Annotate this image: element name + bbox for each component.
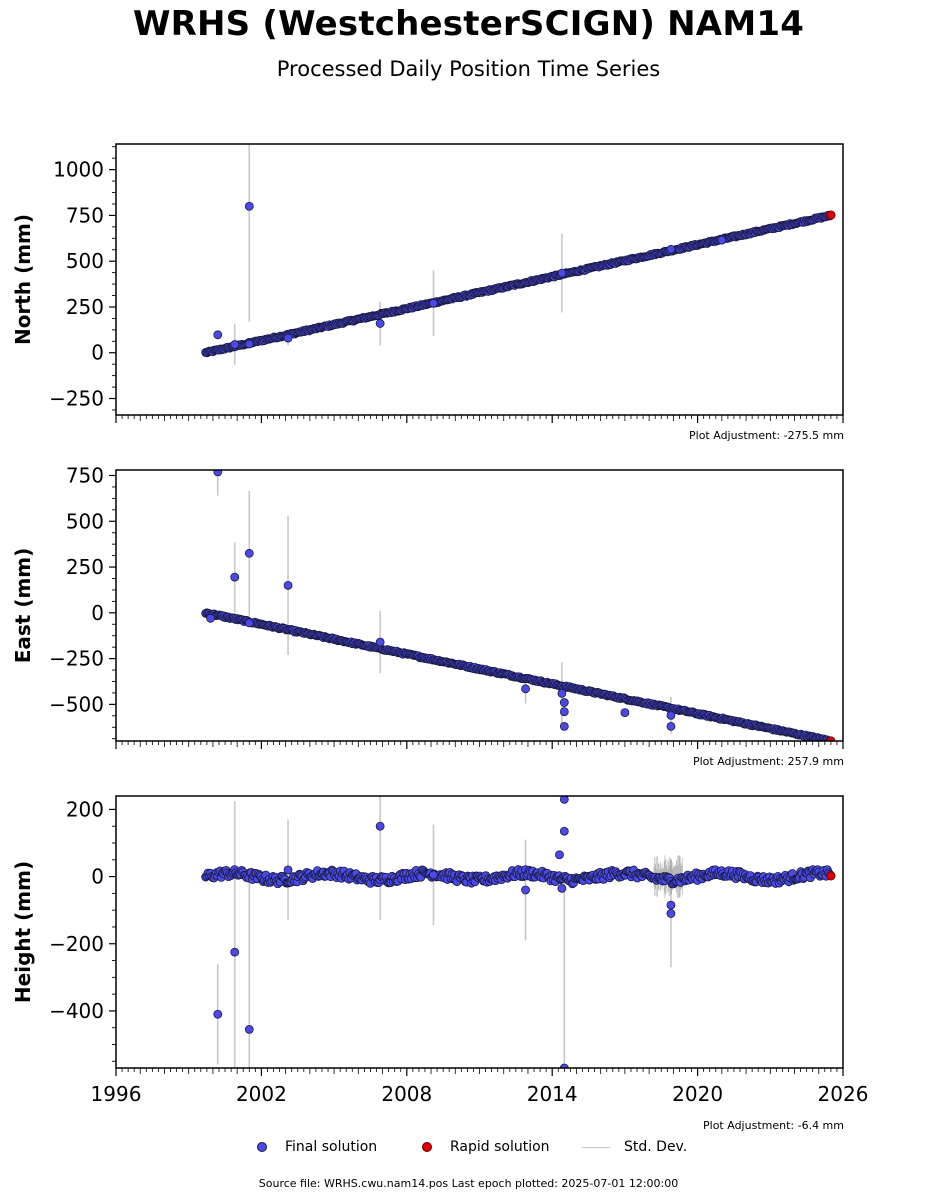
stddev-line-icon (582, 1146, 610, 1148)
final-solution-outlier (666, 721, 676, 731)
panel-2: −400 −200 0 200 1996 2002 2008 2014 2020 2026 Heig… (11, 795, 869, 1106)
final-solution-outlier (559, 721, 569, 731)
x-tick-label: 2014 (527, 1082, 578, 1106)
final-solution-outlier (213, 330, 223, 340)
final-solution-outlier (213, 470, 223, 477)
final-solution-outlier (230, 340, 240, 349)
final-solution-outlier (230, 947, 240, 957)
panel-data (201, 796, 836, 1068)
final-solution-outlier (559, 707, 569, 717)
final-solution-outlier (557, 883, 567, 893)
final-solution-outlier (244, 548, 254, 558)
x-tick-label: 2002 (236, 1082, 287, 1106)
final-solution-outlier (559, 796, 569, 804)
legend-rapid: Rapid solution (422, 1137, 550, 1157)
y-axis-label: East (mm) (11, 548, 35, 664)
final-marker-icon (257, 1142, 267, 1152)
y-tick-label: 500 (66, 509, 104, 533)
final-solution-outlier (213, 1009, 223, 1019)
y-tick-label: −400 (49, 999, 104, 1023)
x-tick-label: 2026 (818, 1082, 869, 1106)
y-tick-label: 250 (66, 295, 104, 319)
final-solution-outlier (666, 244, 676, 254)
final-solution-outlier (283, 333, 293, 343)
panel-frame (115, 469, 844, 742)
y-tick-label: −500 (49, 692, 104, 716)
final-solution-outlier (230, 572, 240, 582)
final-solution-outlier (717, 235, 727, 245)
y-tick-label: 0 (91, 865, 104, 889)
final-solution-outlier (429, 870, 438, 880)
east-plot-adjustment: Plot Adjustment: 257.9 mm (692, 755, 844, 768)
y-axis-label: North (mm) (11, 214, 35, 345)
legend: Final solution Rapid solution Std. Dev. (0, 1137, 937, 1159)
final-solution-outlier (666, 710, 676, 720)
final-solution-outlier (375, 821, 385, 831)
final-solution-outlier (521, 684, 530, 694)
x-tick-label: 1996 (91, 1082, 142, 1106)
x-tick-label: 2020 (672, 1082, 723, 1106)
final-solution-outlier (557, 688, 567, 698)
legend-final: Final solution (257, 1137, 377, 1157)
north-plot-adjustment: Plot Adjustment: -275.5 mm (689, 429, 844, 442)
final-solution-outlier (620, 708, 630, 718)
panel-data (201, 470, 836, 741)
y-tick-label: −200 (49, 932, 104, 956)
legend-stddev: Std. Dev. (582, 1137, 687, 1157)
panel-1: −500 −250 0 250 500 750 East (mm) (11, 463, 844, 749)
final-solution-outlier (244, 618, 254, 628)
final-solution-outlier (559, 698, 569, 707)
final-solution-outlier (555, 850, 564, 860)
y-axis-label: Height (mm) (11, 861, 35, 1003)
panel-0: −250 0 250 500 750 1000 North (mm) (11, 143, 844, 423)
height-plot-adjustment: Plot Adjustment: -6.4 mm (703, 1119, 844, 1132)
panel-frame (115, 143, 844, 416)
y-tick-label: 0 (91, 601, 104, 625)
source-note: Source file: WRHS.cwu.nam14.pos Last epo… (258, 1177, 679, 1190)
final-solution-outlier (375, 637, 385, 647)
final-solution-outlier (559, 826, 569, 836)
y-tick-label: 500 (66, 249, 104, 273)
panel-frame (115, 795, 844, 1069)
rapid-marker-icon (422, 1142, 432, 1152)
rapid-solution-point (826, 210, 836, 220)
y-tick-label: −250 (49, 387, 104, 411)
y-tick-label: 0 (91, 341, 104, 365)
x-tick-label: 2008 (381, 1082, 432, 1106)
final-solution-outlier (666, 900, 676, 910)
page-subtitle: Processed Daily Position Time Series (276, 57, 661, 81)
y-tick-label: 200 (66, 797, 104, 821)
legend-stddev-label: Std. Dev. (624, 1139, 688, 1155)
y-tick-label: 750 (66, 463, 104, 487)
y-tick-label: 1000 (53, 158, 104, 182)
legend-rapid-label: Rapid solution (450, 1139, 550, 1155)
final-solution-outlier (429, 298, 438, 308)
legend-final-label: Final solution (285, 1139, 378, 1155)
final-solution-outlier (206, 613, 215, 623)
final-solution-outlier (666, 909, 676, 918)
final-solution-outlier (283, 580, 293, 590)
final-solution-outlier (283, 865, 293, 875)
page-title: WRHS (WestchesterSCIGN) NAM14 (132, 4, 805, 44)
final-solution-outlier (375, 319, 385, 328)
final-solution-outlier (559, 1063, 569, 1068)
final-solution-outlier (557, 268, 567, 278)
final-solution-outlier (521, 885, 530, 895)
panel-data (201, 144, 836, 365)
y-tick-label: −250 (49, 647, 104, 671)
final-solution-outlier (244, 1024, 254, 1034)
y-tick-label: 250 (66, 555, 104, 579)
rapid-solution-point (826, 871, 836, 881)
y-tick-label: 750 (66, 203, 104, 227)
final-solution-outlier (244, 201, 254, 211)
final-solution-outlier (244, 339, 254, 349)
